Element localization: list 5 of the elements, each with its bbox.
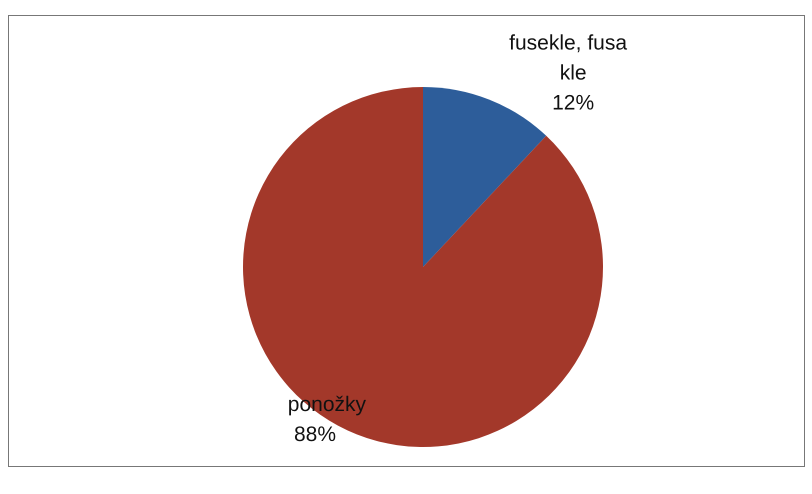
pie-slice: [243, 87, 603, 447]
data-label: 12%: [552, 91, 594, 114]
pie-slice: [423, 87, 546, 267]
data-label: 88%: [294, 422, 336, 446]
slice-label: fusekle, fusakle: [509, 31, 628, 84]
